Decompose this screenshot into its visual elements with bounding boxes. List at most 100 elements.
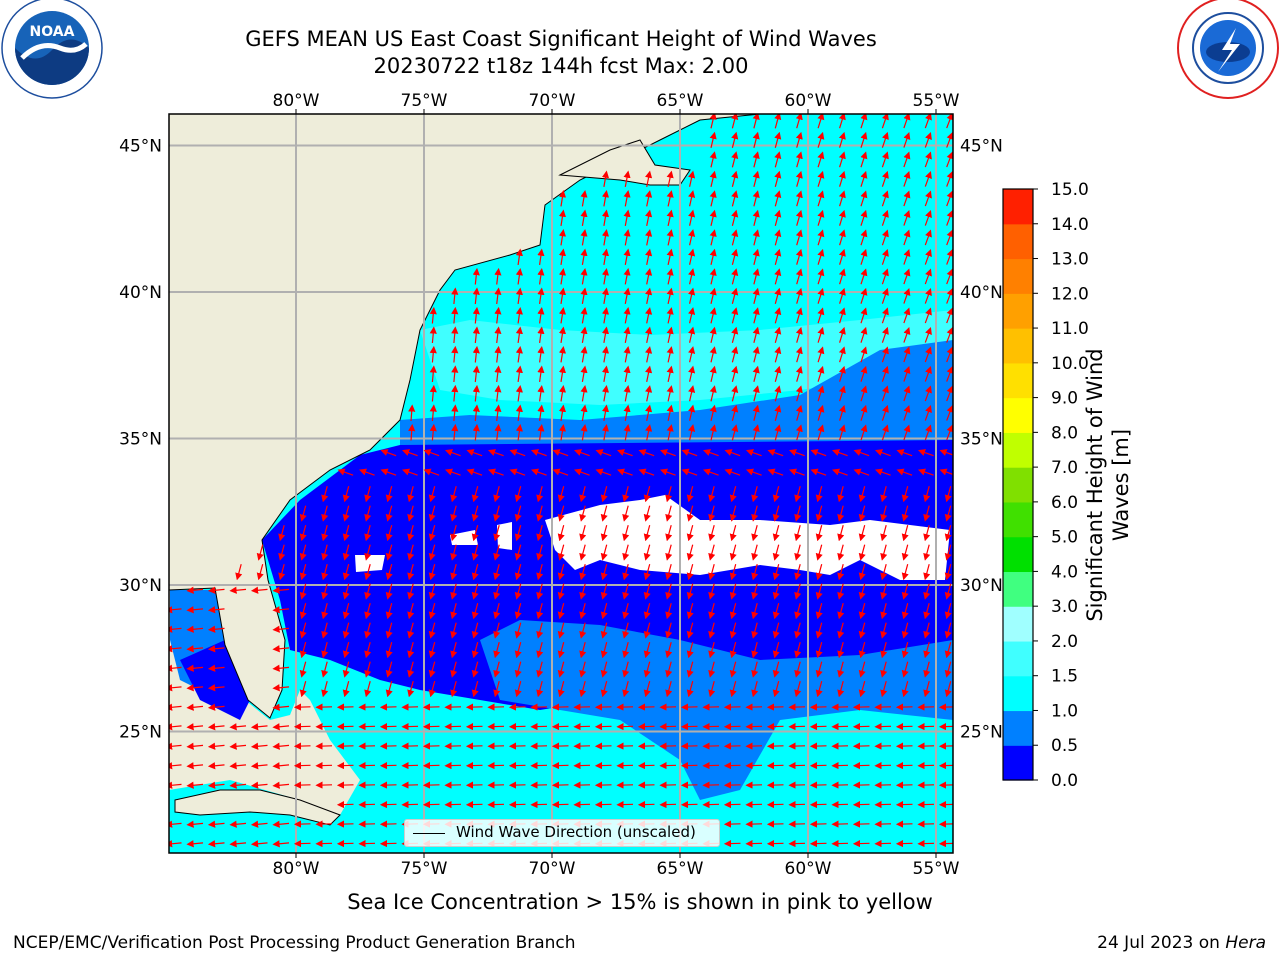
- wave-direction-arrow: [364, 642, 372, 659]
- wave-direction-arrow: [471, 564, 479, 581]
- wave-direction-arrow: [946, 151, 953, 168]
- wave-direction-arrow: [924, 405, 932, 421]
- wave-direction-arrow: [924, 151, 932, 168]
- colorbar-tick-label: 2.0: [1051, 632, 1078, 652]
- colorbar-swatch: [1003, 362, 1033, 399]
- wave-direction-arrow: [643, 525, 651, 542]
- wave-direction-arrow: [428, 564, 436, 581]
- wave-direction-arrow: [795, 170, 803, 187]
- wave-direction-arrow: [946, 366, 953, 382]
- wave-direction-arrow: [493, 544, 501, 561]
- wave-direction-arrow: [250, 723, 268, 731]
- wave-direction-arrow: [407, 642, 415, 659]
- wave-direction-arrow: [229, 762, 247, 770]
- wave-direction-arrow: [515, 385, 523, 402]
- wave-direction-arrow: [880, 681, 888, 698]
- wave-direction-arrow: [795, 131, 803, 148]
- wave-direction-arrow: [207, 703, 225, 711]
- wave-direction-arrow: [601, 229, 610, 246]
- nws-logo: [1177, 0, 1279, 99]
- wave-direction-arrow: [903, 170, 911, 187]
- wave-direction-arrow: [643, 681, 651, 698]
- wave-direction-arrow: [536, 583, 544, 600]
- wave-direction-arrow: [428, 642, 436, 659]
- wave-direction-arrow: [645, 346, 653, 363]
- wave-direction-arrow: [385, 583, 393, 600]
- wave-direction-arrow: [903, 209, 911, 226]
- wave-direction-arrow: [903, 248, 911, 265]
- wave-direction-arrow: [601, 365, 610, 383]
- wave-direction-arrow: [709, 131, 717, 148]
- lon-label-top: 70°W: [529, 91, 576, 111]
- wave-direction-arrow: [537, 248, 545, 265]
- wave-direction-arrow: [580, 307, 588, 324]
- wave-direction-arrow: [817, 151, 825, 168]
- wave-direction-arrow: [493, 583, 501, 600]
- wave-direction-arrow: [623, 248, 631, 266]
- wave-direction-arrow: [860, 131, 868, 148]
- wave-direction-arrow: [321, 661, 329, 678]
- wave-direction-arrow: [623, 424, 631, 441]
- wave-direction-arrow: [881, 248, 889, 265]
- wave-direction-arrow: [751, 661, 759, 678]
- wave-direction-arrow: [407, 544, 415, 561]
- wave-direction-arrow: [837, 603, 845, 620]
- wave-direction-arrow: [665, 642, 673, 659]
- wave-direction-arrow: [838, 268, 846, 285]
- lat-label-right: 40°N: [960, 283, 1003, 303]
- wave-direction-arrow: [552, 449, 569, 457]
- wave-direction-arrow: [207, 742, 225, 750]
- wave-direction-arrow: [918, 449, 934, 457]
- wave-direction-arrow: [428, 622, 436, 639]
- wave-direction-arrow: [688, 268, 696, 285]
- wave-direction-arrow: [686, 486, 694, 503]
- wave-direction-arrow: [423, 468, 440, 476]
- wave-direction-arrow: [923, 681, 931, 698]
- wave-direction-arrow: [321, 681, 329, 698]
- wave-direction-arrow: [472, 345, 480, 363]
- wave-direction-arrow: [385, 642, 393, 659]
- wave-direction-arrow: [299, 661, 307, 678]
- wave-direction-arrow: [924, 366, 932, 382]
- wave-direction-arrow: [557, 661, 565, 678]
- colorbar-tick-label: 9.0: [1051, 389, 1078, 409]
- wave-direction-arrow: [451, 306, 459, 324]
- wave-direction-arrow: [207, 723, 225, 731]
- lon-label-top: 65°W: [657, 91, 704, 111]
- wave-direction-arrow: [817, 114, 825, 129]
- wave-direction-arrow: [272, 781, 290, 789]
- colorbar-swatch: [1003, 501, 1033, 538]
- wave-direction-arrow: [557, 642, 565, 659]
- wave-direction-arrow: [229, 840, 247, 848]
- wave-direction-arrow: [731, 287, 739, 304]
- lon-label-bottom: 65°W: [657, 859, 704, 879]
- wave-direction-arrow: [557, 505, 565, 522]
- wave-direction-arrow: [794, 544, 802, 561]
- wave-direction-arrow: [860, 307, 868, 324]
- lat-label-right: 25°N: [960, 723, 1003, 743]
- wave-direction-arrow: [601, 190, 610, 207]
- wave-direction-arrow: [881, 229, 889, 246]
- wave-direction-arrow: [880, 661, 888, 678]
- wave-direction-arrow: [924, 114, 932, 129]
- wave-direction-arrow: [903, 190, 911, 207]
- wave-direction-arrow: [944, 603, 952, 620]
- wave-direction-arrow: [250, 840, 268, 848]
- wave-direction-arrow: [580, 248, 588, 266]
- wave-direction-arrow: [832, 468, 848, 476]
- wave-direction-arrow: [515, 424, 523, 441]
- wave-direction-arrow: [686, 505, 694, 522]
- wave-direction-arrow: [514, 622, 522, 639]
- wave-direction-arrow: [407, 505, 415, 522]
- wave-direction-arrow: [617, 468, 633, 476]
- colorbar-swatch: [1003, 536, 1033, 573]
- wave-direction-arrow: [731, 131, 739, 148]
- wave-direction-arrow: [229, 723, 247, 731]
- wave-direction-arrow: [558, 248, 567, 265]
- wave-direction-arrow: [537, 404, 545, 421]
- wave-direction-arrow: [752, 326, 760, 343]
- wave-direction-arrow: [731, 424, 739, 441]
- wave-direction-arrow: [903, 326, 911, 343]
- wave-direction-arrow: [451, 365, 459, 383]
